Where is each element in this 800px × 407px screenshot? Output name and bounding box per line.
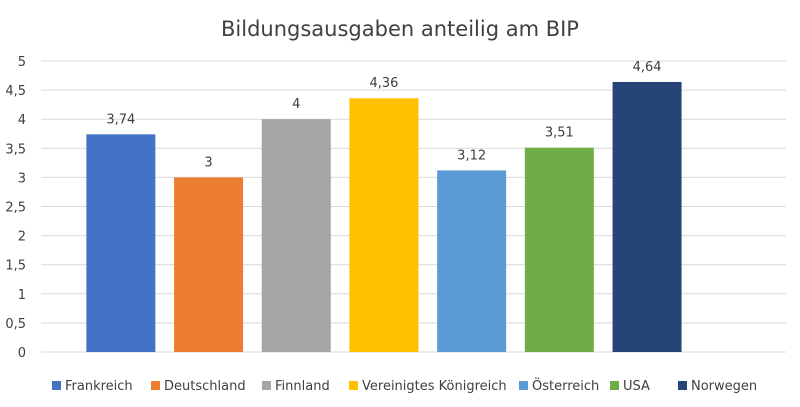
- legend-label: Vereinigtes Königreich: [362, 379, 507, 394]
- legend-swatch: [52, 381, 61, 390]
- y-tick-label: 4,5: [5, 84, 26, 99]
- y-axis-ticks: 0 0,5 1 1,5 2 2,5 3 3,5 4 4,5 5: [5, 55, 26, 361]
- bar-norwegen: [612, 81, 682, 353]
- legend-swatch: [519, 381, 528, 390]
- legend-swatch: [262, 381, 271, 390]
- legend-item: Österreich: [519, 377, 599, 394]
- y-tick-label: 2: [18, 230, 26, 245]
- data-label: 3: [204, 155, 212, 170]
- legend-label: Norwegen: [691, 379, 757, 394]
- legend-label: USA: [623, 379, 650, 394]
- y-tick-label: 1: [18, 288, 26, 303]
- bar-finnland: [261, 119, 331, 352]
- legend-swatch: [151, 381, 160, 390]
- legend-item: Vereinigtes Königreich: [349, 379, 507, 394]
- legend: Frankreich Deutschland Finnland Vereinigtes…: [52, 377, 757, 394]
- bar-usa: [524, 147, 594, 352]
- y-tick-label: 0,5: [5, 317, 26, 332]
- legend-label: Österreich: [532, 377, 599, 394]
- data-label: 4,36: [369, 76, 398, 91]
- bar-vereinigtes-königreich: [349, 98, 419, 352]
- legend-item: Deutschland: [151, 379, 246, 394]
- data-label: 4,64: [633, 60, 662, 75]
- data-label: 3,12: [457, 148, 486, 163]
- legend-swatch: [610, 381, 619, 390]
- y-tick-label: 2,5: [5, 201, 26, 216]
- y-tick-label: 3,5: [5, 142, 26, 157]
- bars: [86, 81, 682, 353]
- legend-item: Norwegen: [678, 379, 757, 394]
- data-labels: 3,74 3 4 4,36 3,12 3,51 4,64: [106, 60, 661, 170]
- legend-item: Frankreich: [52, 379, 133, 394]
- y-tick-label: 0: [18, 346, 26, 361]
- data-label: 3,74: [106, 112, 135, 127]
- bar-österreich: [437, 170, 507, 352]
- legend-label: Finnland: [275, 379, 330, 394]
- y-tick-label: 5: [18, 55, 26, 70]
- data-label: 4: [292, 97, 300, 112]
- y-tick-label: 4: [18, 113, 26, 128]
- legend-swatch: [349, 381, 358, 390]
- legend-item: USA: [610, 379, 650, 394]
- y-tick-label: 1,5: [5, 259, 26, 274]
- legend-swatch: [678, 381, 687, 390]
- legend-label: Frankreich: [65, 379, 133, 394]
- legend-item: Finnland: [262, 379, 330, 394]
- legend-label: Deutschland: [164, 379, 246, 394]
- chart-title: Bildungsausgaben anteilig am BIP: [221, 17, 579, 41]
- data-label: 3,51: [545, 126, 574, 141]
- bar-frankreich: [86, 134, 156, 352]
- y-tick-label: 3: [18, 171, 26, 186]
- bar-deutschland: [174, 177, 244, 352]
